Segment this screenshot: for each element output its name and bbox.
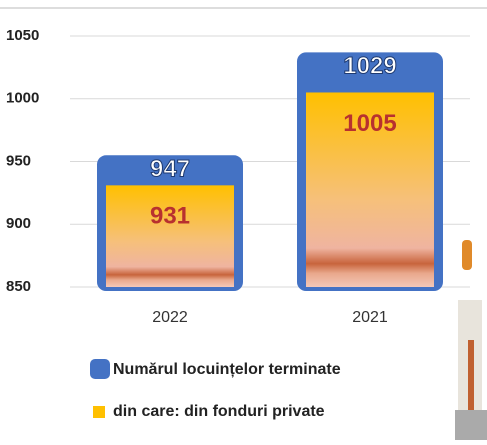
x-tick-label: 2021 xyxy=(352,309,388,326)
y-tick-label: 850 xyxy=(6,278,31,295)
legend-swatch xyxy=(93,406,105,418)
bar xyxy=(106,185,234,287)
y-tick-label: 1050 xyxy=(6,27,39,44)
value-label: 1005 xyxy=(343,110,396,137)
legend-swatch xyxy=(90,359,110,379)
illustration xyxy=(455,240,487,440)
y-tick-label: 950 xyxy=(6,152,31,169)
value-label: 931 xyxy=(150,203,190,230)
x-tick-label: 2022 xyxy=(152,309,188,326)
y-tick-label: 1000 xyxy=(6,90,39,107)
legend-label: din care: din fonduri private xyxy=(113,403,325,420)
value-label: 1029 xyxy=(343,53,396,80)
bar xyxy=(306,92,434,287)
value-label: 947 xyxy=(150,156,190,183)
y-tick-label: 900 xyxy=(6,215,31,232)
legend-label: Numărul locuințelor terminate xyxy=(113,361,341,378)
